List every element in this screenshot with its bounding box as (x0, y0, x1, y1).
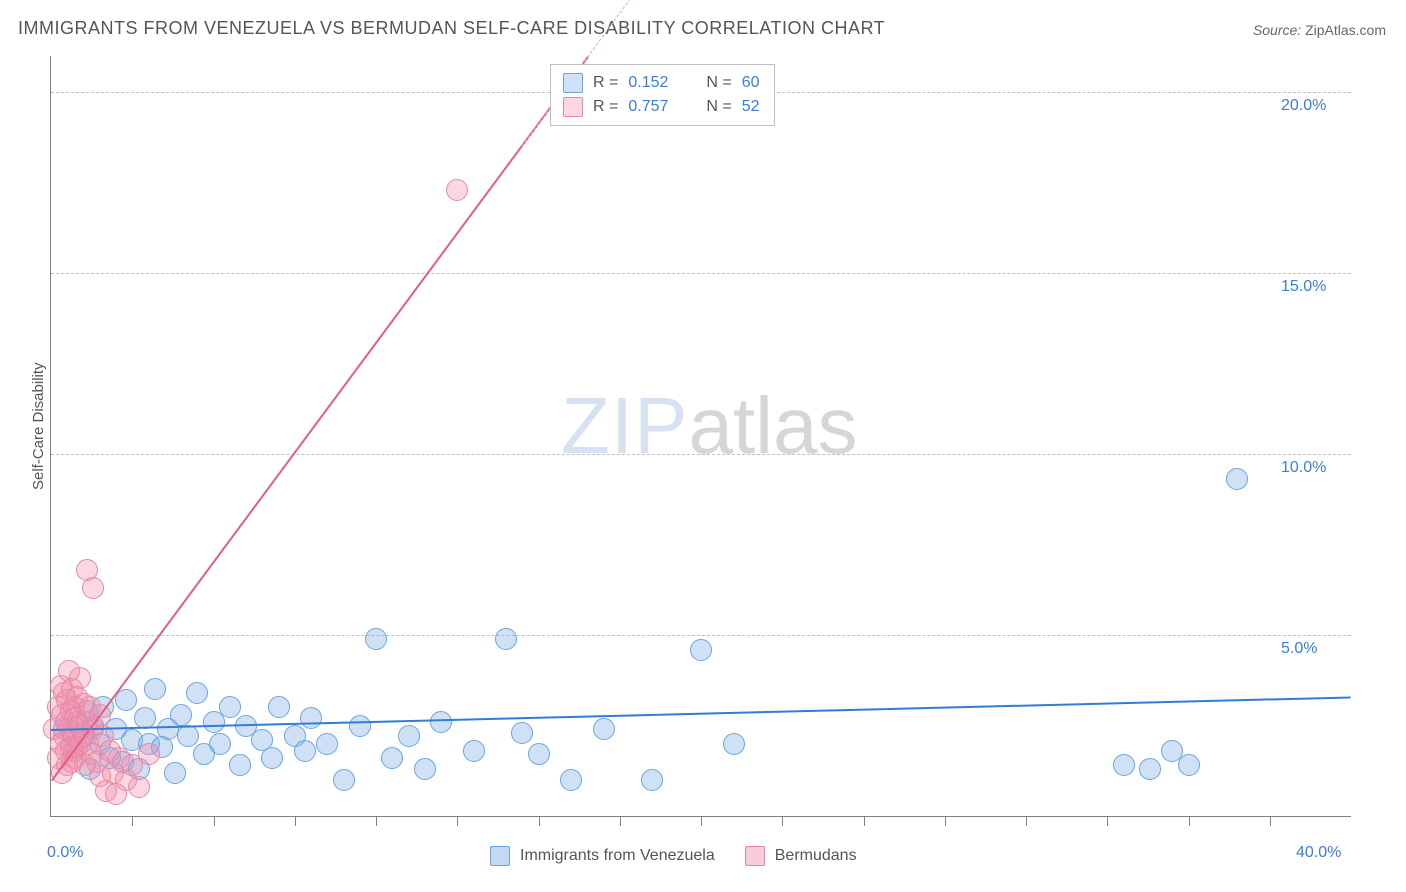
data-point (300, 707, 322, 729)
legend-r-value: 0.152 (628, 71, 668, 95)
x-tick-mark (132, 816, 133, 826)
legend-swatch (490, 846, 510, 866)
data-point (1113, 754, 1135, 776)
data-point (209, 733, 231, 755)
gridline (51, 635, 1351, 636)
watermark-part1: ZIP (561, 381, 688, 470)
x-tick-mark (1107, 816, 1108, 826)
y-tick-label: 15.0% (1281, 278, 1326, 296)
legend-r-label: R = (593, 95, 618, 119)
source-label: Source: (1253, 22, 1301, 38)
data-point (144, 678, 166, 700)
data-point (365, 628, 387, 650)
trend-line (51, 56, 589, 781)
data-point (138, 743, 160, 765)
x-tick-mark (945, 816, 946, 826)
data-point (177, 725, 199, 747)
data-point (268, 696, 290, 718)
x-tick-mark (1189, 816, 1190, 826)
chart-container: IMMIGRANTS FROM VENEZUELA VS BERMUDAN SE… (0, 0, 1406, 892)
legend-swatch (563, 97, 583, 117)
data-point (82, 577, 104, 599)
x-max-label: 40.0% (1296, 844, 1341, 862)
data-point (219, 696, 241, 718)
x-tick-mark (701, 816, 702, 826)
legend-n-value: 60 (742, 71, 760, 95)
legend-swatch (563, 73, 583, 93)
watermark: ZIPatlas (561, 380, 857, 472)
data-point (261, 747, 283, 769)
x-min-label: 0.0% (47, 844, 83, 862)
data-point (69, 667, 91, 689)
data-point (186, 682, 208, 704)
y-tick-label: 10.0% (1281, 459, 1326, 477)
data-point (381, 747, 403, 769)
x-tick-mark (457, 816, 458, 826)
data-point (463, 740, 485, 762)
data-point (229, 754, 251, 776)
data-point (430, 711, 452, 733)
source-attribution: Source: ZipAtlas.com (1253, 22, 1386, 38)
legend-r-label: R = (593, 71, 618, 95)
data-point (593, 718, 615, 740)
stats-legend-row: R = 0.757 N = 52 (563, 95, 760, 119)
y-tick-label: 5.0% (1281, 640, 1317, 658)
x-tick-mark (539, 816, 540, 826)
series-legend-item: Immigrants from Venezuela (490, 846, 715, 866)
legend-r-value: 0.757 (628, 95, 668, 119)
legend-swatch (745, 846, 765, 866)
data-point (128, 776, 150, 798)
data-point (294, 740, 316, 762)
data-point (1178, 754, 1200, 776)
series-legend: Immigrants from Venezuela Bermudans (490, 846, 857, 866)
x-tick-mark (620, 816, 621, 826)
x-tick-mark (295, 816, 296, 826)
data-point (1226, 468, 1248, 490)
gridline (51, 273, 1351, 274)
series-legend-item: Bermudans (745, 846, 857, 866)
data-point (495, 628, 517, 650)
legend-n-label: N = (706, 71, 731, 95)
data-point (446, 179, 468, 201)
data-point (398, 725, 420, 747)
legend-n-label: N = (706, 95, 731, 119)
data-point (164, 762, 186, 784)
data-point (528, 743, 550, 765)
series-legend-label: Bermudans (775, 847, 857, 865)
x-tick-mark (214, 816, 215, 826)
legend-n-value: 52 (742, 95, 760, 119)
data-point (414, 758, 436, 780)
data-point (1139, 758, 1161, 780)
x-tick-mark (376, 816, 377, 826)
stats-legend: R = 0.152 N = 60 R = 0.757 N = 52 (550, 64, 775, 126)
data-point (511, 722, 533, 744)
x-tick-mark (782, 816, 783, 826)
data-point (560, 769, 582, 791)
data-point (349, 715, 371, 737)
gridline (51, 454, 1351, 455)
chart-title: IMMIGRANTS FROM VENEZUELA VS BERMUDAN SE… (18, 18, 885, 39)
scatter-plot-area: ZIPatlas 20.0%15.0%10.0%5.0%0.0%40.0% (50, 56, 1351, 817)
watermark-part2: atlas (688, 381, 857, 470)
stats-legend-row: R = 0.152 N = 60 (563, 71, 760, 95)
y-tick-label: 20.0% (1281, 97, 1326, 115)
source-name: ZipAtlas.com (1305, 22, 1386, 38)
data-point (170, 704, 192, 726)
x-tick-mark (864, 816, 865, 826)
data-point (723, 733, 745, 755)
x-tick-mark (1270, 816, 1271, 826)
data-point (316, 733, 338, 755)
series-legend-label: Immigrants from Venezuela (520, 847, 715, 865)
data-point (333, 769, 355, 791)
x-tick-mark (1026, 816, 1027, 826)
data-point (641, 769, 663, 791)
data-point (690, 639, 712, 661)
y-axis-label: Self-Care Disability (30, 362, 47, 490)
